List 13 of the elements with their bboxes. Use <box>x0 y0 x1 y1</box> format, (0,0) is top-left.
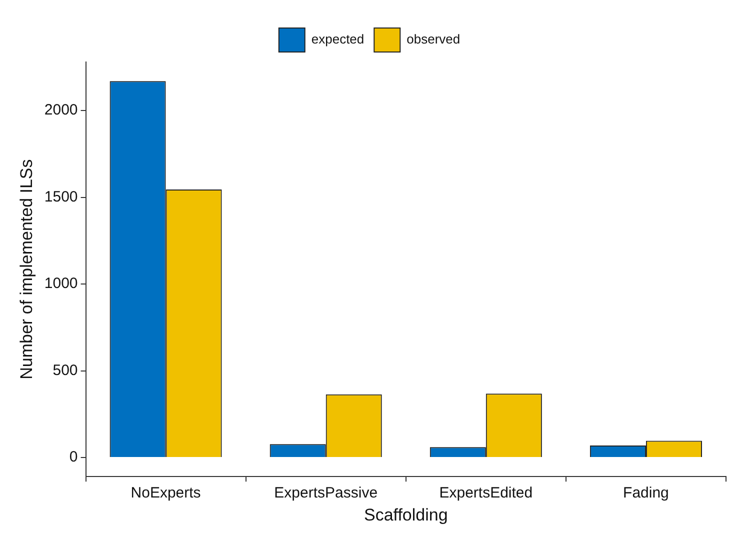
y-tick-label: 2000 <box>44 102 78 119</box>
y-tick-label: 1000 <box>44 275 78 292</box>
x-tick-label: NoExperts <box>130 484 201 502</box>
y-axis-title: Number of implemented ILSs <box>16 159 36 380</box>
y-tick-label: 0 <box>69 448 78 466</box>
x-tick-label: ExpertsEdited <box>439 484 533 502</box>
x-tick-label: Fading <box>623 484 669 502</box>
y-tick-label: 1500 <box>44 188 78 206</box>
x-axis-title: Scaffolding <box>364 505 448 524</box>
x-tick-label: ExpertsPassive <box>274 484 378 502</box>
legend-label: observed <box>406 32 460 47</box>
y-tick-label: 500 <box>52 362 78 379</box>
legend-label: expected <box>311 32 364 47</box>
